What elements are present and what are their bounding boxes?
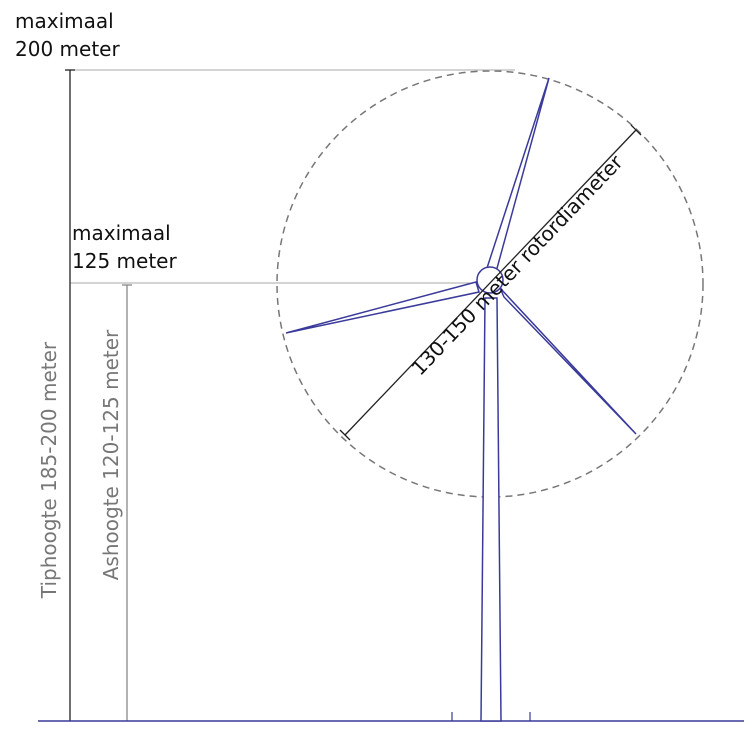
hub-height-label: Ashoogte 120-125 meter — [99, 329, 123, 580]
blade — [285, 281, 480, 334]
tick — [630, 124, 642, 136]
tower — [480, 297, 502, 722]
blade — [499, 287, 637, 435]
hub — [476, 266, 504, 294]
hub-max-label: maximaal — [72, 221, 171, 245]
tip-max-label: 200 meter — [15, 37, 120, 61]
tip-max-label: maximaal — [15, 9, 114, 33]
tick — [339, 429, 351, 441]
hub-max-label: 125 meter — [72, 249, 177, 273]
rotor-circle — [276, 70, 704, 498]
tip-height-label: Tiphoogte 185-200 meter — [37, 341, 61, 599]
diameter-line — [344, 129, 637, 436]
